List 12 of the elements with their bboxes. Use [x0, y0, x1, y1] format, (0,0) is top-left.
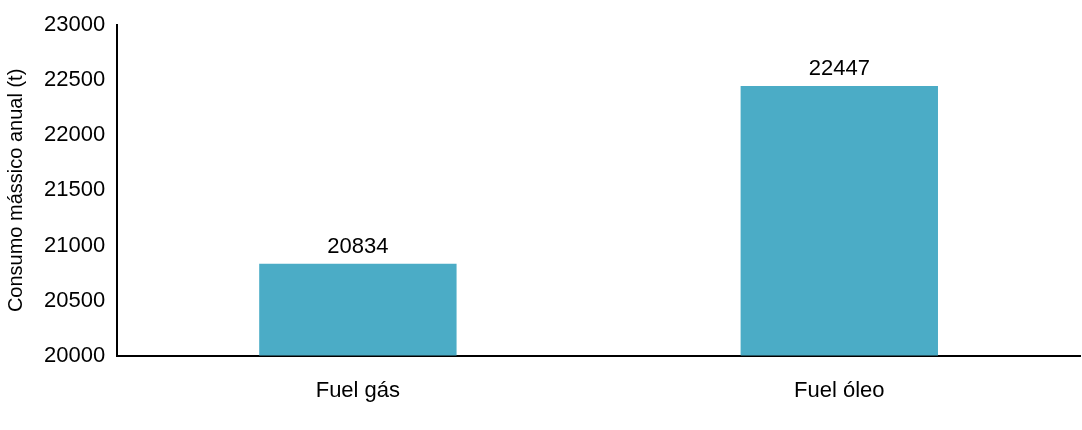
- data-label: 20834: [327, 232, 389, 258]
- data-label: 22447: [808, 55, 870, 81]
- x-tick-label: Fuel gás: [315, 376, 401, 402]
- x-tick-label: Fuel óleo: [794, 376, 885, 402]
- y-tick-label: 23000: [43, 11, 106, 37]
- y-tick-label: 20500: [43, 286, 106, 312]
- y-tick-label: 21500: [43, 176, 106, 202]
- y-tick-label: 20000: [43, 341, 106, 367]
- y-tick-label: 22000: [43, 121, 106, 147]
- y-axis-title: Consumo mássico anual (t): [3, 68, 26, 313]
- y-tick-label: 22500: [43, 66, 106, 92]
- y-tick-label: 21000: [43, 231, 106, 257]
